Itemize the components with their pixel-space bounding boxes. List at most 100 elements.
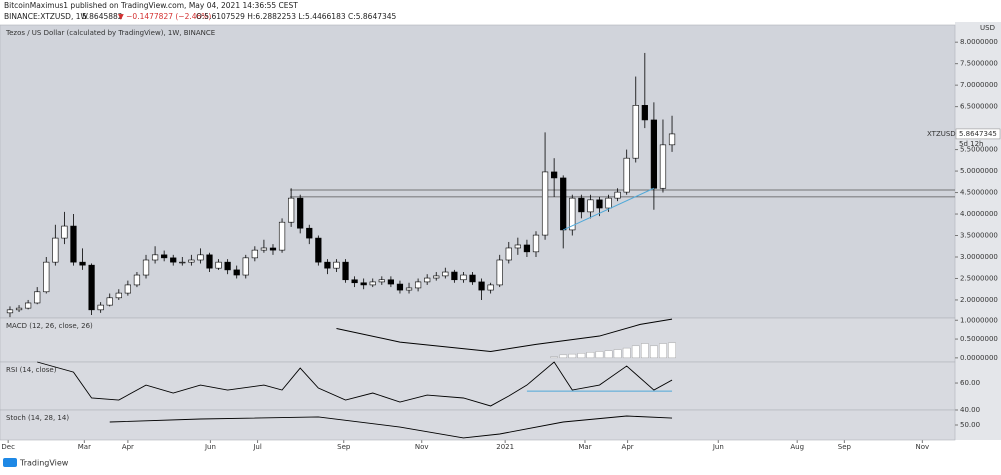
x-tick-label: Mar [78, 443, 91, 451]
pane-title: MACD (12, 26, close, 26) [6, 322, 93, 330]
candle-body [43, 261, 50, 293]
histogram-bar [577, 353, 586, 359]
price-tag-label: 5.8647345 [959, 130, 997, 138]
candle-body [70, 225, 77, 263]
candle-body [505, 247, 512, 261]
x-tick-label: Sep [838, 443, 852, 451]
countdown: 5d 12h [959, 140, 983, 148]
x-tick-label: 2021 [496, 443, 514, 451]
candle-body [623, 157, 630, 193]
candle-body [324, 261, 331, 269]
candle-body [424, 277, 431, 283]
candle-body [496, 259, 503, 286]
histogram-bar [613, 349, 622, 359]
candle-body [79, 261, 86, 266]
histogram-bar [622, 347, 631, 359]
x-tick-label: Jun [204, 443, 216, 451]
candle-body [442, 271, 449, 277]
candle-body [233, 269, 240, 276]
pane [0, 317, 956, 363]
candle-body [641, 105, 648, 121]
ohlc: O:5.6107529 H:6.2882253 L:5.4466183 C:5.… [196, 12, 397, 21]
x-tick-label: Nov [415, 443, 429, 451]
candle-body [632, 105, 639, 159]
y-tick-label: 2.5000000 [960, 274, 998, 282]
candle-body [34, 291, 41, 304]
y-tick-label: 4.5000000 [960, 189, 998, 197]
candle-body [659, 144, 667, 189]
price-change: ▼ −0.1477827 (−2.46%) [118, 12, 211, 21]
candle-body [433, 275, 440, 279]
candle-body [605, 197, 612, 209]
histogram-bar [568, 353, 577, 359]
candle-body [88, 264, 95, 311]
candle-body [161, 254, 168, 259]
y-tick-label: 5.5000000 [960, 146, 998, 154]
candle-body [315, 237, 322, 263]
currency: USD [980, 24, 995, 32]
macd-line [336, 318, 673, 352]
candle-body [378, 279, 385, 283]
y-tick-label: 7.5000000 [960, 60, 998, 68]
candle-body [532, 234, 540, 253]
candle-body [614, 191, 621, 199]
candle-body [587, 199, 594, 213]
x-tick-label: Jul [252, 443, 262, 451]
price-axis [955, 22, 1001, 440]
candle-body [541, 171, 549, 236]
candle-body [151, 254, 159, 261]
histogram-bar [595, 351, 604, 359]
symbol: BINANCE:XTZUSD, 1W [4, 12, 89, 21]
histogram-bar [559, 354, 568, 359]
candle-body [297, 197, 304, 229]
candle-body [560, 177, 567, 231]
candle-body [115, 292, 122, 299]
y-tick-label: 60.00 [960, 379, 980, 387]
pane [0, 24, 956, 319]
candle-body [451, 271, 458, 281]
histogram-bar [650, 345, 658, 359]
candle-body [142, 259, 150, 276]
histogram-bar [641, 343, 649, 359]
x-tick-label: Jun [712, 443, 724, 451]
y-tick-label: 6.5000000 [960, 103, 998, 111]
candle-body [6, 309, 14, 314]
candle-body [133, 274, 141, 286]
x-tick-label: Nov [916, 443, 930, 451]
x-tick-label: Apr [122, 443, 134, 451]
y-tick-label: 50.00 [960, 421, 980, 429]
y-tick-label: 0.0000000 [960, 354, 998, 362]
y-tick-label: 5.0000000 [960, 167, 998, 175]
candle-body [242, 257, 249, 276]
plot-area: Tezos / US Dollar (calculated by Trading… [0, 22, 1001, 451]
x-tick-label: Sep [337, 443, 351, 451]
candle-body [197, 254, 204, 261]
y-tick-label: 1.0000000 [960, 316, 998, 324]
candle-body [61, 225, 68, 239]
candle-body [224, 261, 231, 271]
candle-body [106, 297, 113, 306]
candle-body [578, 197, 585, 213]
histogram-bar [586, 352, 595, 359]
price-tag [955, 128, 1001, 140]
x-tick-label: Mar [578, 443, 591, 451]
indicator-line [37, 361, 673, 407]
y-tick-label: 8.0000000 [960, 38, 998, 46]
y-tick-label: 4.0000000 [960, 210, 998, 218]
candle-body [170, 257, 177, 263]
candle-body [351, 279, 358, 284]
y-tick-label: 2.0000000 [960, 296, 998, 304]
candle-body [414, 281, 422, 289]
candle-body [215, 261, 222, 269]
candle-body [269, 247, 277, 251]
candle-body [288, 197, 295, 223]
candle-body [278, 221, 286, 251]
publisher-line: BitcoinMaximus1 published on TradingView… [4, 1, 298, 10]
candle-body [478, 281, 485, 291]
histogram-bar [550, 356, 558, 359]
candle-body [360, 282, 367, 286]
histogram-bar [659, 343, 667, 359]
candle-body [188, 259, 195, 263]
y-tick-label: 3.5000000 [960, 232, 998, 240]
brand: TradingView [19, 459, 69, 468]
